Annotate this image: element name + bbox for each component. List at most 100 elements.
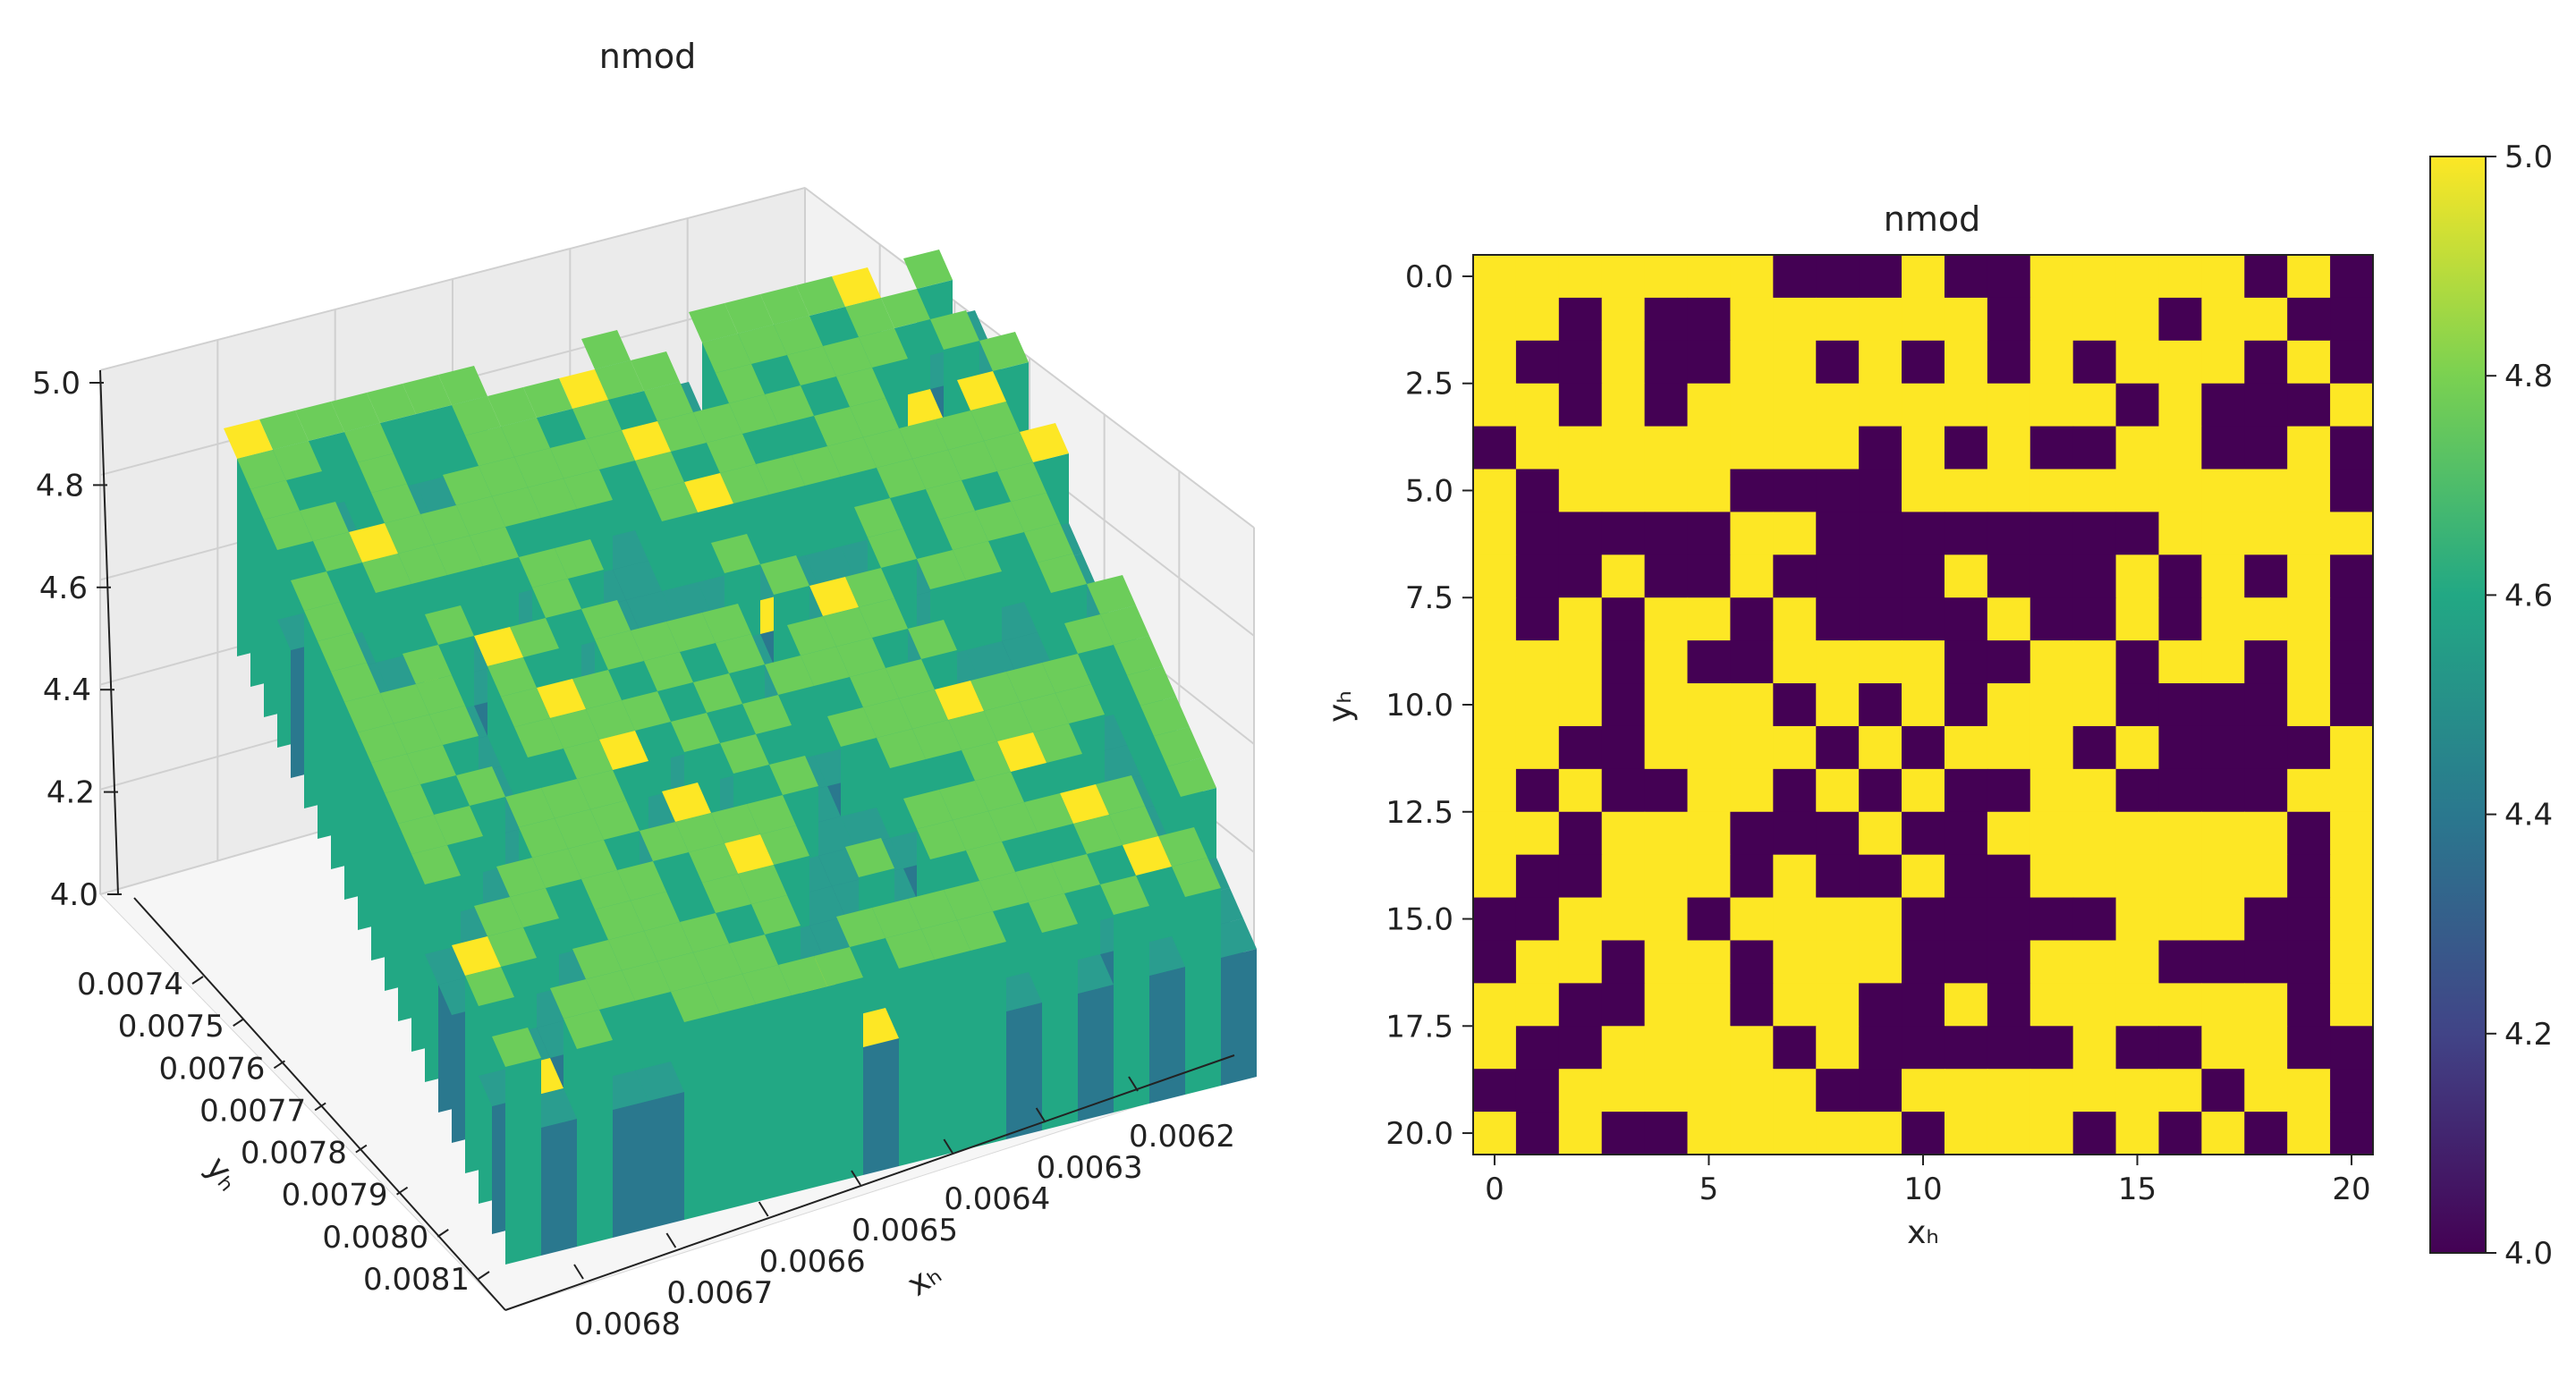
surface-face (792, 986, 827, 1193)
heatmap-cell (1859, 469, 1902, 513)
heatmap-cell (2115, 768, 2160, 813)
heatmap-cell (1859, 897, 1902, 942)
gridline (99, 187, 806, 371)
heatmap-cell (2029, 383, 2074, 427)
heatmap-cell (2115, 469, 2160, 513)
z-tick-label: 4.2 (47, 775, 95, 811)
heatmap-cell (2158, 340, 2202, 385)
heatmap-cell (1473, 811, 1517, 856)
heatmap-cell (1816, 1069, 1860, 1113)
heatmap-cell (1816, 340, 1860, 385)
surface-top (657, 412, 707, 452)
heatmap-cell (1944, 811, 1988, 856)
heatmap-cell (2330, 1069, 2374, 1113)
heatmap-cell (2158, 554, 2202, 598)
heatmap-cell (2115, 297, 2160, 342)
surface-top (559, 369, 608, 409)
heatmap-cell (1773, 1112, 1817, 1155)
heatmap-cell (2072, 340, 2117, 385)
heatmap-cell (1730, 854, 1774, 899)
heatmap-y-tick-label: 17.5 (1385, 1009, 1453, 1045)
surface-top (505, 788, 555, 827)
heatmap-cell (1515, 469, 1560, 513)
surface-top (769, 756, 818, 795)
surface-top (438, 366, 487, 405)
heatmap-cell (2115, 940, 2160, 984)
heatmap-cell (1644, 383, 1689, 427)
surface-top (331, 663, 380, 702)
surface-face (899, 960, 935, 1166)
heatmap-cell (1859, 512, 1902, 555)
surface-top (590, 800, 640, 840)
heatmap-cell (2158, 854, 2202, 899)
heatmap-cell (2072, 768, 2117, 813)
surface-top (711, 804, 760, 843)
surface-top (827, 707, 877, 747)
surface-face (863, 1038, 899, 1175)
surface-top (1015, 863, 1064, 902)
surface-top (720, 464, 769, 503)
surface-top (939, 511, 988, 550)
heatmap-cell (1644, 512, 1689, 555)
heatmap-cell (1773, 683, 1817, 727)
surface-top (1114, 636, 1163, 675)
heatmap-cell (1601, 1026, 1646, 1070)
heatmap-cell (2287, 340, 2331, 385)
surface-top (908, 890, 957, 929)
heatmap-cell (1944, 554, 1988, 598)
heatmap-cell (2201, 854, 2245, 899)
surface-top (613, 561, 662, 600)
heatmap-cell (1773, 597, 1817, 641)
heatmap-cell (2072, 811, 2117, 856)
surface-top (572, 940, 622, 979)
heatmap-cell (1944, 297, 1988, 342)
heatmap-cell (1773, 554, 1817, 598)
heatmap-cell (1859, 1069, 1902, 1113)
heatmap-cell (1644, 854, 1689, 899)
heatmap-cell (1644, 897, 1689, 942)
heatmap-cell (2158, 1026, 2202, 1070)
surface-top (411, 845, 461, 884)
surface-top (944, 881, 993, 920)
heatmap-y-tick-label: 15.0 (1385, 902, 1453, 938)
surface-top (394, 715, 443, 754)
surface-top (899, 419, 948, 459)
x-tick-mark (758, 1201, 769, 1217)
heatmap-cell (1987, 426, 2031, 470)
surface-top (823, 607, 872, 647)
heatmap-cell (1601, 897, 1646, 942)
x-tick-label: 0.0066 (759, 1244, 866, 1280)
heatmap-cell (1859, 597, 1902, 641)
heatmap-cell (1730, 768, 1774, 813)
surface-top (970, 672, 1020, 711)
surface-top (452, 936, 501, 976)
heatmap-cell (1987, 512, 2031, 555)
heatmap-cell (1687, 255, 1732, 299)
heatmap-cell (2029, 469, 2074, 513)
surface-top (581, 330, 631, 369)
surface-top (631, 351, 680, 391)
heatmap-cell (1687, 297, 1732, 342)
heatmap-cell (1473, 297, 1517, 342)
surface-top (1055, 684, 1105, 723)
heatmap-cell (2115, 1112, 2160, 1155)
surface-top (1020, 693, 1069, 732)
heatmap-cell (1515, 897, 1560, 942)
heatmap-cell (2244, 597, 2288, 641)
heatmap-cell (2158, 1112, 2202, 1155)
x-tick-mark (573, 1264, 584, 1280)
z-axis-line (99, 369, 119, 895)
surface-top (362, 554, 411, 593)
heatmap-cell (1644, 597, 1689, 641)
heatmap-x-label: xₕ (1907, 1214, 1939, 1251)
heatmap-cell (1687, 597, 1732, 641)
surface-face (1042, 924, 1078, 1130)
heatmap-cell (1859, 426, 1902, 470)
surface-top (456, 496, 505, 536)
heatmap-cell (2158, 811, 2202, 856)
heatmap-cell (1773, 940, 1817, 984)
heatmap-cell (2287, 1026, 2331, 1070)
surface-top (903, 790, 953, 829)
surface-top (738, 325, 787, 364)
heatmap-cell (1473, 854, 1517, 899)
